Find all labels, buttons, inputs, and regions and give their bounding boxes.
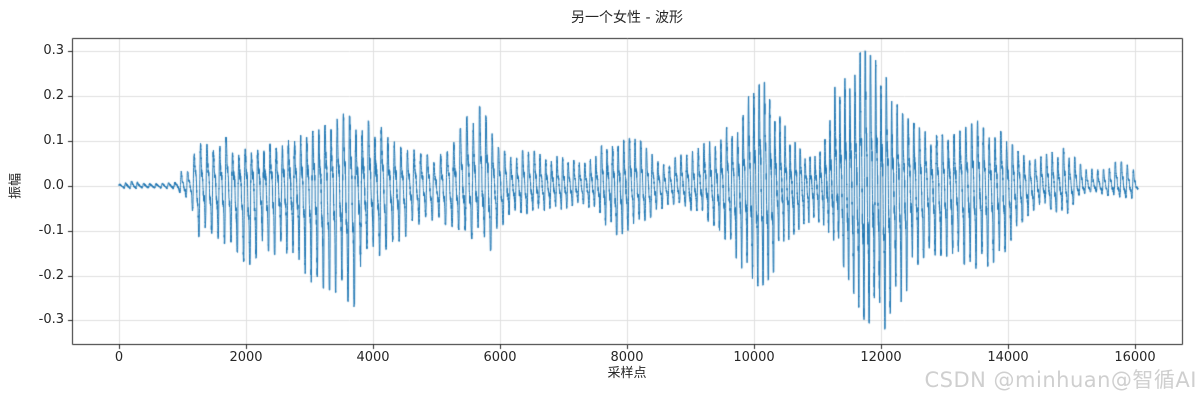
x-axis-label: 采样点 [607,366,647,381]
x-tick-label: 0 [114,350,124,365]
y-tick-label: -0.1 [38,222,64,238]
y-tick-label: 0.2 [43,88,64,104]
y-tick-label: -0.3 [38,312,64,328]
x-tick-label: 6000 [483,350,517,365]
x-tick-label: 14000 [987,350,1029,365]
y-tick-label: 0.3 [43,43,64,59]
x-tick-label: 8000 [610,350,644,365]
y-tick-label: -0.2 [38,267,64,283]
x-tick-label: 10000 [733,350,775,365]
x-tick-label: 4000 [356,350,390,365]
y-tick-label: 0.0 [43,177,64,193]
x-tick-label: 16000 [1114,350,1156,365]
x-tick-label: 12000 [860,350,902,365]
watermark: CSDN @minhuan@智循AI [924,368,1197,392]
x-tick-label: 2000 [229,350,263,365]
chart-title: 另一个女性 - 波形 [571,10,683,26]
y-tick-label: 0.1 [43,133,64,149]
